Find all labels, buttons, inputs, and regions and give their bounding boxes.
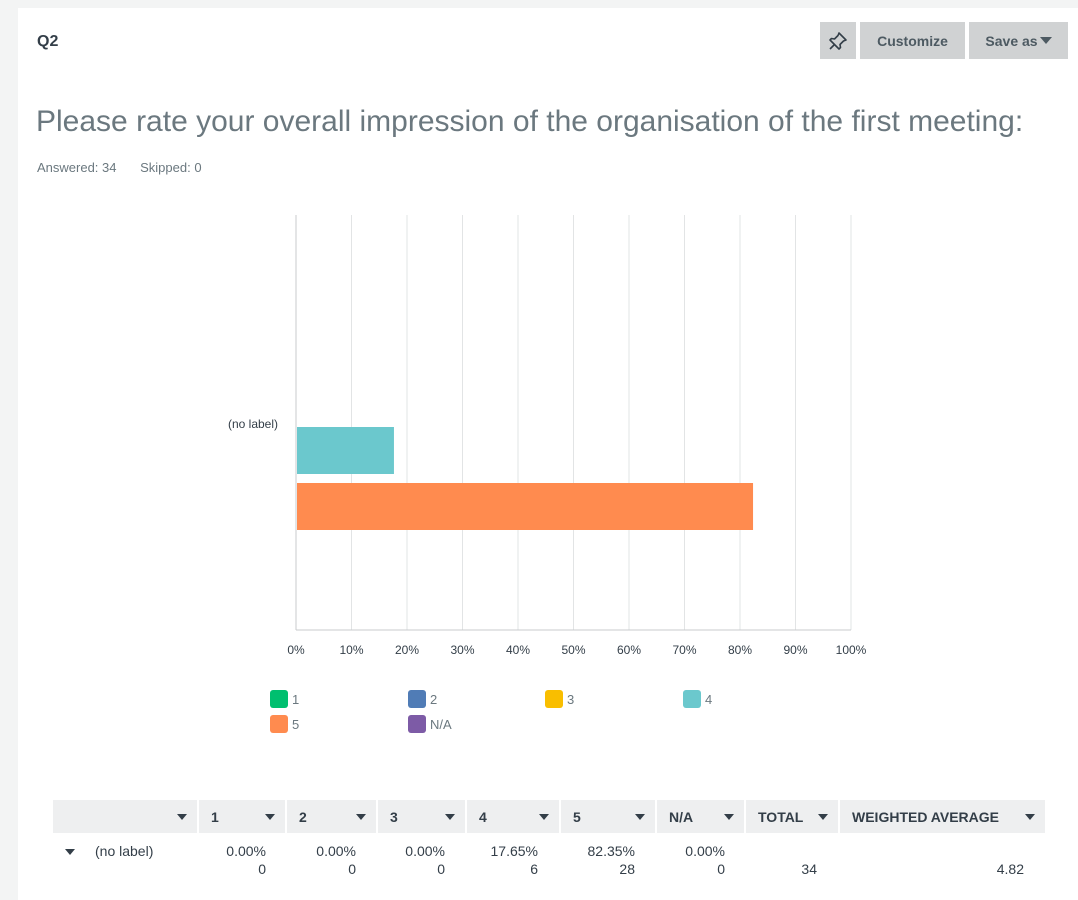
legend-item[interactable]: 5 (270, 715, 299, 733)
percent-cell: 0.00% (405, 843, 445, 859)
legend-item[interactable]: 2 (408, 690, 437, 708)
bar-series-4 (297, 427, 394, 474)
percent-cell: 0.00% (685, 843, 725, 859)
question-title: Please rate your overall impression of t… (36, 105, 1024, 138)
customize-button[interactable]: Customize (860, 22, 965, 59)
sort-caret-icon[interactable] (356, 813, 366, 820)
column-header-label: 2 (299, 808, 307, 825)
legend-item[interactable]: 1 (270, 690, 299, 708)
column-header-label: WEIGHTED AVERAGE (852, 808, 1000, 825)
sort-caret-icon[interactable] (177, 813, 187, 820)
x-tick-label: 20% (395, 643, 419, 657)
count-cell: 0 (348, 861, 356, 877)
legend-swatch (545, 690, 563, 708)
percent-cell: 82.35% (587, 843, 635, 859)
x-tick-label: 70% (672, 643, 696, 657)
x-tick-label: 0% (287, 643, 305, 657)
sort-caret-icon[interactable] (265, 813, 275, 820)
column-header[interactable]: 4 (467, 800, 561, 833)
save-as-label: Save as (985, 32, 1038, 49)
column-header[interactable]: 3 (378, 800, 467, 833)
count-cell: 28 (619, 861, 635, 877)
percent-cell: 0.00% (226, 843, 266, 859)
legend-swatch (270, 690, 288, 708)
legend-swatch (408, 690, 426, 708)
answered-count: Answered: 34 (37, 160, 117, 175)
count-cell: 6 (530, 861, 538, 877)
count-cell: 0 (258, 861, 266, 877)
x-tick-label: 30% (450, 643, 474, 657)
row-label: (no label) (95, 843, 154, 859)
bar-series-5 (297, 483, 754, 530)
sort-caret-icon[interactable] (818, 813, 828, 820)
total-cell: 34 (801, 861, 817, 877)
chevron-down-icon (1039, 37, 1052, 44)
column-header-label: 3 (390, 808, 398, 825)
question-card: Q2 Customize Save as Please rate your ov… (18, 8, 1078, 900)
legend-item[interactable]: 3 (545, 690, 574, 708)
legend-label: N/A (430, 716, 452, 732)
column-header-label: 5 (573, 808, 581, 825)
legend-label: 3 (567, 691, 575, 707)
save-as-button[interactable]: Save as (969, 22, 1068, 59)
x-tick-label: 60% (617, 643, 641, 657)
x-tick-label: 40% (506, 643, 530, 657)
column-header-label: 1 (211, 808, 219, 825)
column-header-label: N/A (669, 808, 694, 825)
column-header-label: TOTAL (758, 808, 804, 825)
x-tick-label: 80% (728, 643, 752, 657)
column-header[interactable]: 1 (199, 800, 287, 833)
column-header[interactable]: WEIGHTED AVERAGE (840, 800, 1047, 833)
response-stats: Answered: 34 Skipped: 0 (37, 160, 222, 175)
bar-chart: 0% 10% 20% 30% 40% 50% 60% 70% 80% 90% 100% (no lab… (228, 215, 867, 657)
category-label: (no label) (228, 417, 278, 431)
x-tick-label: 100% (836, 643, 867, 657)
sort-caret-icon[interactable] (1025, 813, 1035, 820)
skipped-count: Skipped: 0 (140, 160, 202, 175)
legend-label: 4 (705, 691, 713, 707)
column-header[interactable]: N/A (657, 800, 746, 833)
count-cell: 0 (437, 861, 445, 877)
column-header[interactable]: 5 (561, 800, 657, 833)
legend-swatch (270, 715, 288, 733)
legend-label: 2 (430, 691, 438, 707)
legend-label: 5 (292, 716, 300, 732)
x-tick-label: 10% (339, 643, 363, 657)
count-cell: 0 (717, 861, 725, 877)
question-number: Q2 (37, 33, 59, 50)
column-header[interactable] (53, 800, 199, 833)
x-tick-label: 90% (783, 643, 807, 657)
sort-caret-icon[interactable] (445, 813, 455, 820)
percent-cell: 17.65% (490, 843, 538, 859)
sort-caret-icon[interactable] (635, 813, 645, 820)
legend-label: 1 (292, 691, 300, 707)
sort-caret-icon[interactable] (724, 813, 734, 820)
legend-swatch (683, 690, 701, 708)
weighted-average-cell: 4.82 (996, 861, 1024, 877)
table-header: 1 2 3 4 5 N/A TOTAL WEIGHTED AVERAGE (53, 800, 1047, 833)
pin-icon (829, 31, 847, 50)
legend-item[interactable]: 4 (683, 690, 712, 708)
column-header[interactable]: TOTAL (746, 800, 840, 833)
legend-item[interactable]: N/A (408, 715, 452, 733)
column-header[interactable]: 2 (287, 800, 378, 833)
pin-button[interactable] (820, 22, 856, 59)
percent-cell: 0.00% (316, 843, 356, 859)
x-tick-label: 50% (561, 643, 585, 657)
legend-swatch (408, 715, 426, 733)
column-header-label: 4 (479, 808, 487, 825)
sort-caret-icon[interactable] (539, 813, 549, 820)
row-expand-icon[interactable] (65, 849, 75, 855)
